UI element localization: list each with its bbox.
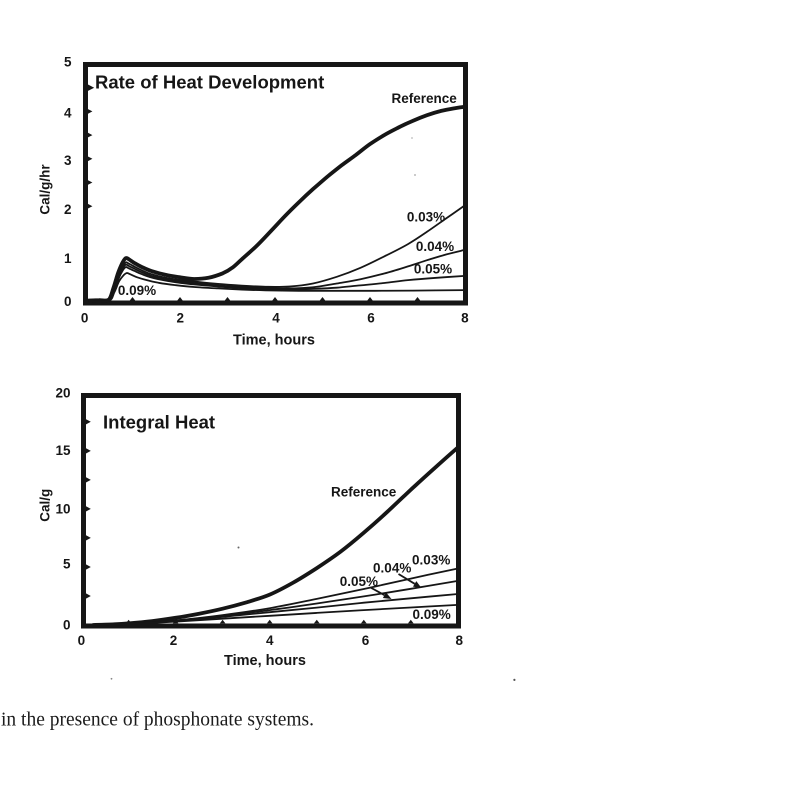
svg-text:6: 6 xyxy=(367,311,375,326)
svg-text:4: 4 xyxy=(64,105,72,120)
svg-text:Reference: Reference xyxy=(331,485,397,500)
svg-text:0.09%: 0.09% xyxy=(412,607,450,622)
svg-text:0.09%: 0.09% xyxy=(118,283,156,298)
svg-text:Cal/g: Cal/g xyxy=(37,489,52,522)
svg-text:Time, hours: Time, hours xyxy=(224,653,306,669)
svg-text:10: 10 xyxy=(55,502,70,517)
svg-text:4: 4 xyxy=(272,311,280,326)
svg-text:Integral Heat: Integral Heat xyxy=(103,412,215,433)
svg-text:2: 2 xyxy=(177,311,185,326)
svg-text:3: 3 xyxy=(64,153,72,168)
svg-text:0.05%: 0.05% xyxy=(414,261,452,276)
svg-text:20: 20 xyxy=(55,385,70,400)
svg-text:Time, hours: Time, hours xyxy=(233,333,315,349)
svg-text:0.04%: 0.04% xyxy=(373,560,411,575)
svg-text:5: 5 xyxy=(64,54,72,69)
svg-text:0.03%: 0.03% xyxy=(407,210,445,225)
svg-text:6: 6 xyxy=(362,633,370,648)
svg-text:0: 0 xyxy=(63,618,71,633)
svg-text:0.03%: 0.03% xyxy=(412,552,450,567)
svg-text:2: 2 xyxy=(64,202,72,217)
svg-text:2: 2 xyxy=(170,633,178,648)
svg-text:0: 0 xyxy=(78,633,86,648)
svg-text:Reference: Reference xyxy=(392,91,458,106)
svg-text:0.05%: 0.05% xyxy=(340,574,378,589)
svg-text:15: 15 xyxy=(55,443,71,458)
svg-text:4: 4 xyxy=(266,633,274,648)
svg-text:Cal/g/hr: Cal/g/hr xyxy=(37,164,52,215)
svg-text:5: 5 xyxy=(63,556,71,571)
svg-text:8: 8 xyxy=(461,311,469,326)
svg-text:8: 8 xyxy=(455,633,463,648)
svg-text:Rate of Heat Development: Rate of Heat Development xyxy=(95,72,324,93)
svg-text:0: 0 xyxy=(81,311,89,326)
svg-text:in the presence of phosphonate: in the presence of phosphonate systems. xyxy=(1,710,314,731)
svg-text:0: 0 xyxy=(64,294,72,309)
svg-text:0.04%: 0.04% xyxy=(416,239,454,254)
svg-text:1: 1 xyxy=(64,251,72,266)
